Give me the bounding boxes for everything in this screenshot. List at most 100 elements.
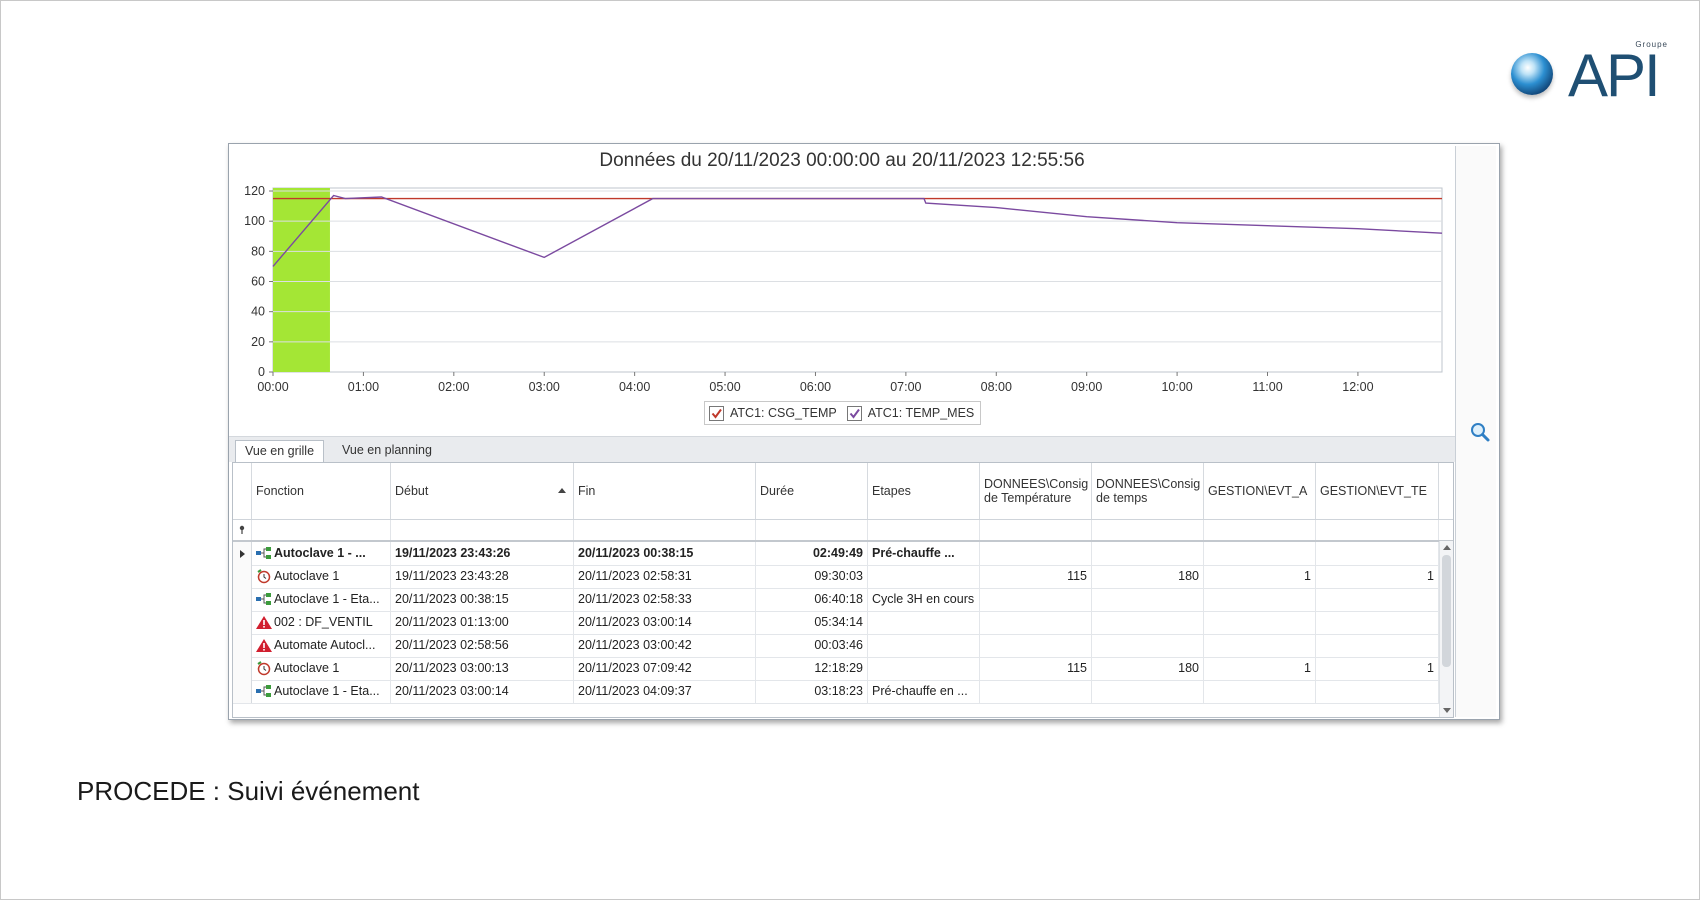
cell-c-temp[interactable]: 115 [980,657,1092,680]
scroll-up-icon[interactable] [1443,545,1451,550]
legend-checkbox-csg-temp[interactable] [709,405,724,421]
cell-etapes[interactable]: Pré-chauffe en ... [868,680,980,703]
vertical-scrollbar[interactable] [1439,541,1453,717]
cell-evt-a[interactable] [1204,588,1316,611]
cell-etapes[interactable]: Pré-chauffe ... [868,542,980,565]
row-indicator[interactable] [233,542,252,565]
cell-duree[interactable]: 12:18:29 [756,657,868,680]
cell-c-temps[interactable]: 180 [1092,565,1204,588]
cell-fonction[interactable]: Autoclave 1 [252,565,391,588]
cell-fin[interactable]: 20/11/2023 04:09:37 [574,680,756,703]
cell-c-temps[interactable] [1092,588,1204,611]
cell-c-temps[interactable] [1092,634,1204,657]
scroll-thumb[interactable] [1442,555,1451,667]
cell-fin[interactable]: 20/11/2023 00:38:15 [574,542,756,565]
cell-fin[interactable]: 20/11/2023 02:58:31 [574,565,756,588]
cell-c-temp[interactable]: 115 [980,565,1092,588]
cell-debut[interactable]: 20/11/2023 01:13:00 [391,611,574,634]
header-fin[interactable]: Fin [574,463,756,519]
cell-evt-te[interactable] [1316,611,1439,634]
cell-debut[interactable]: 19/11/2023 23:43:28 [391,565,574,588]
cell-evt-te[interactable] [1316,680,1439,703]
header-evt-a[interactable]: GESTION\EVT_A [1204,463,1316,519]
tab-vue-en-planning[interactable]: Vue en planning [342,443,432,457]
cell-evt-a[interactable]: 1 [1204,657,1316,680]
search-icon[interactable] [1469,421,1491,443]
legend-item-csg-temp[interactable]: ATC1: CSG_TEMP [709,405,837,421]
cell-c-temps[interactable]: 180 [1092,657,1204,680]
row-indicator[interactable] [233,657,252,680]
filter-fonction[interactable] [252,520,391,540]
cell-etapes[interactable] [868,611,980,634]
header-fonction[interactable]: Fonction [252,463,391,519]
cell-debut[interactable]: 20/11/2023 02:58:56 [391,634,574,657]
table-row[interactable]: Autoclave 1 - Eta... 20/11/2023 03:00:14 2… [233,680,1439,704]
filter-duree[interactable] [756,520,868,540]
cell-fonction[interactable]: Autoclave 1 - Eta... [252,680,391,703]
cell-duree[interactable]: 02:49:49 [756,542,868,565]
cell-evt-a[interactable] [1204,611,1316,634]
cell-evt-te[interactable]: 1 [1316,657,1439,680]
row-indicator[interactable] [233,680,252,703]
cell-fin[interactable]: 20/11/2023 03:00:14 [574,611,756,634]
row-indicator[interactable] [233,634,252,657]
cell-debut[interactable]: 20/11/2023 03:00:14 [391,680,574,703]
cell-evt-te[interactable] [1316,542,1439,565]
cell-duree[interactable]: 06:40:18 [756,588,868,611]
cell-c-temps[interactable] [1092,680,1204,703]
cell-evt-te[interactable] [1316,634,1439,657]
cell-c-temp[interactable] [980,680,1092,703]
cell-c-temp[interactable] [980,542,1092,565]
table-row[interactable]: 002 : DF_VENTIL 20/11/2023 01:13:00 20/11/… [233,611,1439,635]
cell-debut[interactable]: 20/11/2023 03:00:13 [391,657,574,680]
legend-checkbox-temp-mes[interactable] [846,405,862,421]
cell-etapes[interactable] [868,565,980,588]
table-row[interactable]: Autoclave 1 19/11/2023 23:43:28 20/11/2023… [233,565,1439,589]
cell-evt-te[interactable] [1316,588,1439,611]
header-debut[interactable]: Début [391,463,574,519]
cell-c-temps[interactable] [1092,611,1204,634]
cell-fin[interactable]: 20/11/2023 02:58:33 [574,588,756,611]
cell-evt-a[interactable] [1204,634,1316,657]
header-evt-te[interactable]: GESTION\EVT_TE [1316,463,1439,519]
filter-consigne-temperature[interactable] [980,520,1092,540]
cell-duree[interactable]: 05:34:14 [756,611,868,634]
cell-duree[interactable]: 00:03:46 [756,634,868,657]
cell-c-temp[interactable] [980,634,1092,657]
table-row[interactable]: Automate Autocl... 20/11/2023 02:58:56 20/… [233,634,1439,658]
cell-c-temp[interactable] [980,588,1092,611]
cell-etapes[interactable]: Cycle 3H en cours [868,588,980,611]
cell-duree[interactable]: 03:18:23 [756,680,868,703]
cell-evt-te[interactable]: 1 [1316,565,1439,588]
scroll-down-icon[interactable] [1443,708,1451,713]
table-row[interactable]: Autoclave 1 20/11/2023 03:00:13 20/11/2023… [233,657,1439,681]
cell-evt-a[interactable] [1204,542,1316,565]
header-consigne-temps[interactable]: DONNEES\Consig de temps [1092,463,1204,519]
table-row[interactable]: Autoclave 1 - ... 19/11/2023 23:43:26 20/1… [233,542,1439,566]
cell-etapes[interactable] [868,634,980,657]
header-etapes[interactable]: Etapes [868,463,980,519]
filter-consigne-temps[interactable] [1092,520,1204,540]
table-row[interactable]: Autoclave 1 - Eta... 20/11/2023 00:38:15 2… [233,588,1439,612]
filter-fin[interactable] [574,520,756,540]
filter-evt-te[interactable] [1316,520,1439,540]
cell-fonction[interactable]: 002 : DF_VENTIL [252,611,391,634]
cell-c-temps[interactable] [1092,542,1204,565]
cell-debut[interactable]: 20/11/2023 00:38:15 [391,588,574,611]
row-indicator[interactable] [233,565,252,588]
cell-evt-a[interactable] [1204,680,1316,703]
filter-debut[interactable] [391,520,574,540]
tab-vue-en-grille[interactable]: Vue en grille [235,440,325,462]
header-duree[interactable]: Durée [756,463,868,519]
cell-fin[interactable]: 20/11/2023 03:00:42 [574,634,756,657]
legend-item-temp-mes[interactable]: ATC1: TEMP_MES [846,405,974,421]
cell-fonction[interactable]: Autoclave 1 - Eta... [252,588,391,611]
filter-etapes[interactable] [868,520,980,540]
cell-fonction[interactable]: Autoclave 1 [252,657,391,680]
cell-c-temp[interactable] [980,611,1092,634]
cell-fin[interactable]: 20/11/2023 07:09:42 [574,657,756,680]
cell-etapes[interactable] [868,657,980,680]
header-consigne-temperature[interactable]: DONNEES\Consig de Température [980,463,1092,519]
row-indicator[interactable] [233,611,252,634]
cell-fonction[interactable]: Autoclave 1 - ... [252,542,391,565]
